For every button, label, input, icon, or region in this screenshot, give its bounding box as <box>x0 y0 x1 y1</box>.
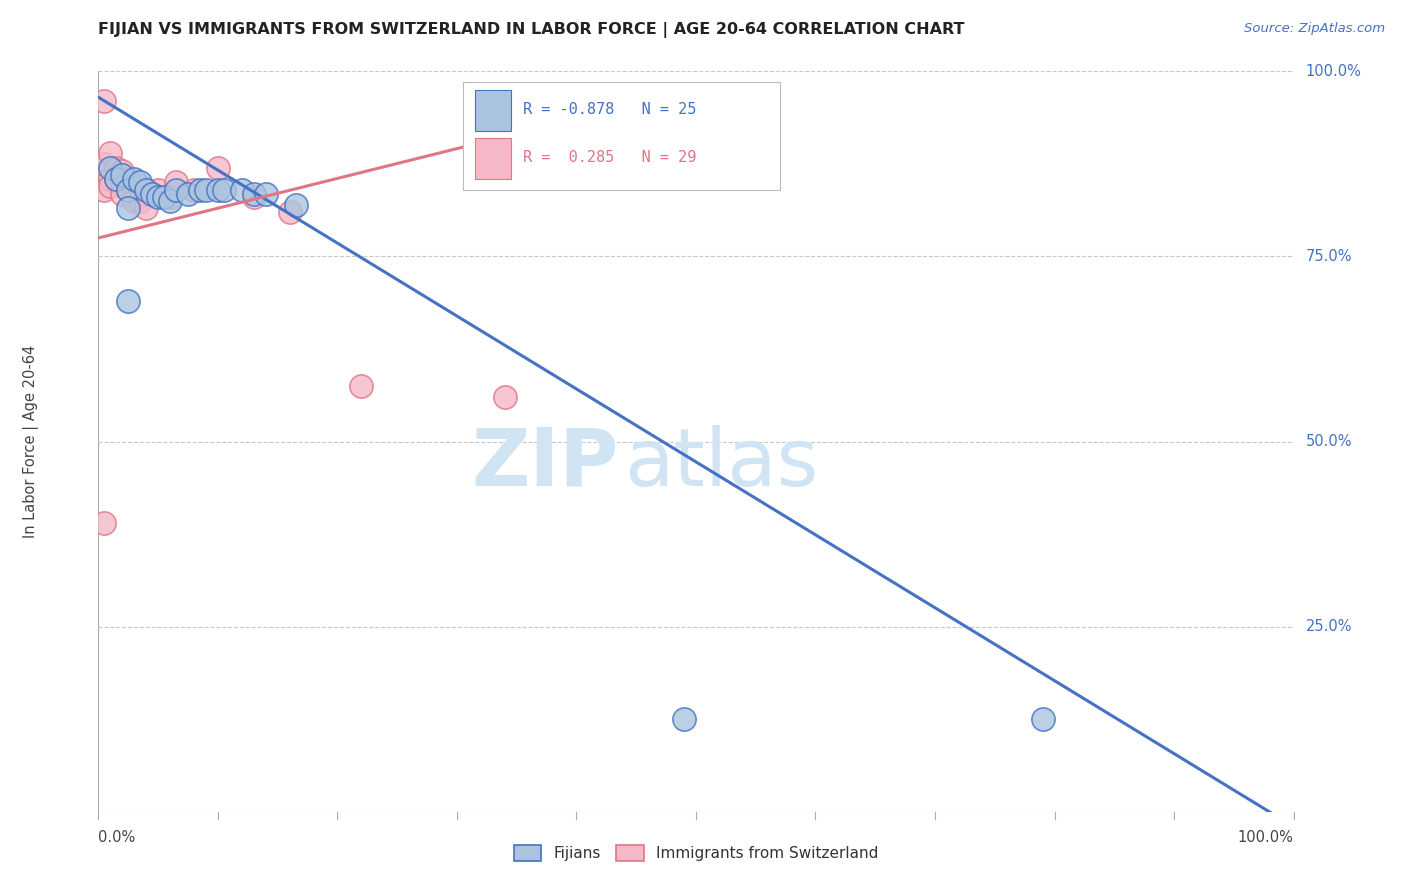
Point <box>98 161 122 175</box>
Point <box>135 183 157 197</box>
Point <box>105 171 128 186</box>
Point <box>284 197 307 211</box>
Point <box>183 183 205 197</box>
Point <box>105 161 128 175</box>
Point <box>159 194 181 208</box>
Point <box>231 183 253 197</box>
Point <box>188 183 211 197</box>
Point <box>207 183 229 197</box>
Text: R = -0.878   N = 25: R = -0.878 N = 25 <box>523 102 696 117</box>
Point <box>117 293 139 308</box>
Point <box>278 205 301 219</box>
Point <box>135 186 157 201</box>
Point <box>1032 712 1054 726</box>
Point <box>165 183 187 197</box>
Point <box>111 168 134 182</box>
Text: Source: ZipAtlas.com: Source: ZipAtlas.com <box>1244 22 1385 36</box>
Point <box>93 94 115 108</box>
Point <box>165 175 187 190</box>
Point <box>129 194 152 208</box>
Text: FIJIAN VS IMMIGRANTS FROM SWITZERLAND IN LABOR FORCE | AGE 20-64 CORRELATION CHA: FIJIAN VS IMMIGRANTS FROM SWITZERLAND IN… <box>98 22 965 38</box>
Point <box>494 390 516 404</box>
Point <box>254 186 277 201</box>
Text: 75.0%: 75.0% <box>1305 249 1353 264</box>
Point <box>105 171 128 186</box>
Point <box>350 379 373 393</box>
Point <box>117 171 139 186</box>
Point <box>207 161 229 175</box>
Point <box>117 183 139 197</box>
Point <box>177 186 200 201</box>
Text: atlas: atlas <box>624 425 818 503</box>
Text: In Labor Force | Age 20-64: In Labor Force | Age 20-64 <box>22 345 39 538</box>
Point <box>673 712 696 726</box>
Point <box>159 190 181 204</box>
Point <box>124 183 146 197</box>
FancyBboxPatch shape <box>463 82 779 190</box>
FancyBboxPatch shape <box>475 90 510 130</box>
Point <box>98 145 122 160</box>
Point <box>93 516 115 530</box>
Point <box>117 183 139 197</box>
Point <box>243 186 266 201</box>
Point <box>148 183 170 197</box>
Point <box>98 179 122 194</box>
Point <box>148 190 170 204</box>
Text: 25.0%: 25.0% <box>1305 619 1353 634</box>
Text: ZIP: ZIP <box>471 425 619 503</box>
Point <box>129 179 152 194</box>
Point <box>153 190 176 204</box>
Point <box>212 183 235 197</box>
Point <box>135 202 157 216</box>
Point <box>93 183 115 197</box>
Text: 100.0%: 100.0% <box>1305 64 1361 78</box>
Point <box>243 190 266 204</box>
Text: R =  0.285   N = 29: R = 0.285 N = 29 <box>523 151 696 166</box>
Text: 100.0%: 100.0% <box>1237 830 1294 846</box>
Point <box>117 202 139 216</box>
Point <box>93 157 115 171</box>
Point <box>194 183 217 197</box>
Text: 50.0%: 50.0% <box>1305 434 1353 449</box>
Legend: Fijians, Immigrants from Switzerland: Fijians, Immigrants from Switzerland <box>508 838 884 867</box>
Point <box>124 171 146 186</box>
Text: 0.0%: 0.0% <box>98 830 135 846</box>
FancyBboxPatch shape <box>475 138 510 178</box>
Point <box>111 179 134 194</box>
Point <box>141 186 163 201</box>
Point <box>124 175 146 190</box>
Point <box>124 194 146 208</box>
Point <box>129 175 152 190</box>
Point <box>111 164 134 178</box>
Point <box>111 186 134 201</box>
Point <box>98 171 122 186</box>
